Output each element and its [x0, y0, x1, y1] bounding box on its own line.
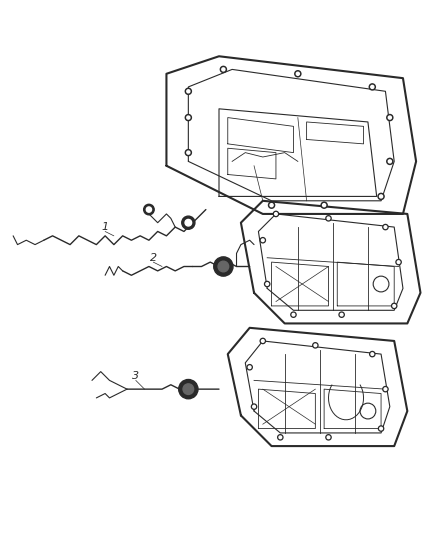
Circle shape — [260, 338, 265, 344]
Circle shape — [387, 115, 393, 120]
Circle shape — [146, 207, 152, 212]
Circle shape — [187, 151, 190, 154]
Circle shape — [265, 281, 270, 287]
Circle shape — [384, 226, 387, 229]
Circle shape — [185, 220, 192, 226]
Circle shape — [384, 388, 387, 391]
Circle shape — [266, 282, 268, 285]
Circle shape — [340, 313, 343, 316]
Circle shape — [380, 427, 382, 430]
Circle shape — [183, 384, 194, 394]
Circle shape — [218, 261, 229, 272]
Circle shape — [296, 72, 300, 75]
Circle shape — [253, 405, 255, 408]
Circle shape — [260, 238, 265, 243]
Circle shape — [370, 351, 375, 357]
Circle shape — [214, 257, 233, 276]
Circle shape — [273, 211, 279, 216]
Circle shape — [378, 193, 384, 199]
Circle shape — [327, 436, 330, 439]
Circle shape — [379, 195, 383, 198]
Circle shape — [383, 386, 388, 392]
Circle shape — [392, 303, 397, 309]
Circle shape — [388, 116, 392, 119]
Text: 3: 3 — [132, 371, 139, 381]
Circle shape — [313, 343, 318, 348]
Circle shape — [397, 261, 400, 263]
Circle shape — [187, 116, 190, 119]
Circle shape — [185, 88, 191, 94]
Circle shape — [371, 353, 374, 356]
Circle shape — [339, 312, 344, 317]
Circle shape — [251, 404, 257, 409]
Circle shape — [321, 202, 327, 208]
Circle shape — [179, 379, 198, 399]
Text: 2: 2 — [150, 253, 157, 263]
Circle shape — [261, 340, 264, 342]
Circle shape — [388, 160, 392, 163]
Circle shape — [185, 115, 191, 120]
Circle shape — [268, 202, 275, 208]
Circle shape — [247, 365, 252, 370]
Circle shape — [278, 435, 283, 440]
Circle shape — [222, 68, 225, 71]
Circle shape — [248, 366, 251, 368]
Circle shape — [371, 85, 374, 88]
Circle shape — [383, 224, 388, 230]
Circle shape — [369, 84, 375, 90]
Circle shape — [387, 158, 393, 165]
Circle shape — [295, 71, 301, 77]
Circle shape — [378, 426, 384, 431]
Text: 1: 1 — [102, 222, 109, 232]
Circle shape — [326, 216, 331, 221]
Circle shape — [275, 213, 277, 215]
Circle shape — [292, 313, 295, 316]
Circle shape — [396, 260, 401, 265]
Circle shape — [327, 217, 330, 220]
Circle shape — [314, 344, 317, 346]
Circle shape — [182, 216, 195, 229]
Circle shape — [187, 90, 190, 93]
Circle shape — [144, 204, 154, 215]
Circle shape — [322, 204, 326, 207]
Circle shape — [270, 204, 273, 207]
Circle shape — [261, 239, 264, 241]
Circle shape — [185, 150, 191, 156]
Circle shape — [393, 304, 396, 307]
Circle shape — [291, 312, 296, 317]
Circle shape — [326, 435, 331, 440]
Circle shape — [279, 436, 282, 439]
Circle shape — [220, 66, 226, 72]
